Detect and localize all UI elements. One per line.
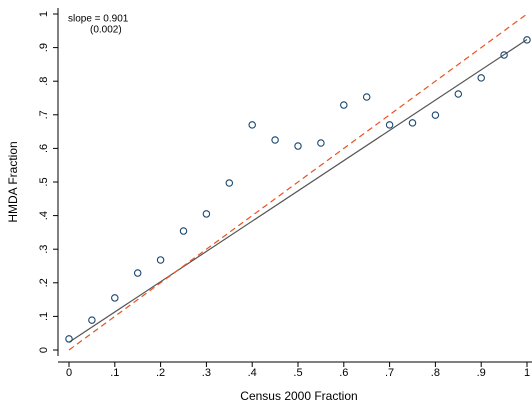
point <box>362 93 371 101</box>
point <box>202 210 211 218</box>
y-tick-label: .4 <box>38 211 50 220</box>
point <box>431 111 440 119</box>
point <box>340 101 348 109</box>
y-axis-title: HMDA Fraction <box>6 141 20 222</box>
point <box>133 269 142 277</box>
point <box>523 36 531 44</box>
x-tick-label: 1 <box>524 367 530 379</box>
y-tick-label: .9 <box>38 43 50 52</box>
point <box>156 256 165 264</box>
annotation: (0.002) <box>90 25 122 36</box>
x-tick-label: .4 <box>248 367 257 379</box>
y-tick-label: .5 <box>38 177 50 186</box>
y-tick-label: .3 <box>38 245 50 254</box>
x-tick-label: .3 <box>202 367 211 379</box>
y-tick-label: .2 <box>38 278 50 287</box>
point <box>179 227 188 235</box>
point <box>294 142 302 150</box>
y-tick-label: 1 <box>38 11 50 17</box>
x-axis-title: Census 2000 Fraction <box>240 389 357 403</box>
x-tick-label: .1 <box>110 367 119 379</box>
annotation: slope = 0.901 <box>68 14 129 25</box>
x-tick-label: .8 <box>431 367 440 379</box>
point <box>477 74 485 82</box>
point <box>111 294 119 302</box>
reference-line <box>68 39 528 343</box>
x-tick-label: .2 <box>156 367 165 379</box>
point <box>408 119 417 127</box>
y-tick-label: .7 <box>38 110 50 119</box>
point <box>317 139 325 147</box>
point <box>88 316 96 324</box>
y-tick-label: .8 <box>38 77 50 86</box>
point <box>65 335 73 343</box>
x-tick-label: .7 <box>385 367 394 379</box>
point <box>385 121 394 129</box>
y-tick-label: .6 <box>38 144 50 153</box>
reference-line <box>68 13 528 351</box>
point <box>225 179 234 187</box>
x-tick-label: .9 <box>477 367 486 379</box>
point <box>500 51 508 59</box>
point <box>248 121 256 129</box>
x-tick-label: .6 <box>339 367 348 379</box>
x-tick-label: 0 <box>66 367 72 379</box>
y-tick-label: .1 <box>38 312 50 321</box>
x-tick-label: .5 <box>293 367 302 379</box>
y-tick-label: 0 <box>38 347 50 353</box>
point <box>454 90 463 98</box>
point <box>271 136 279 144</box>
